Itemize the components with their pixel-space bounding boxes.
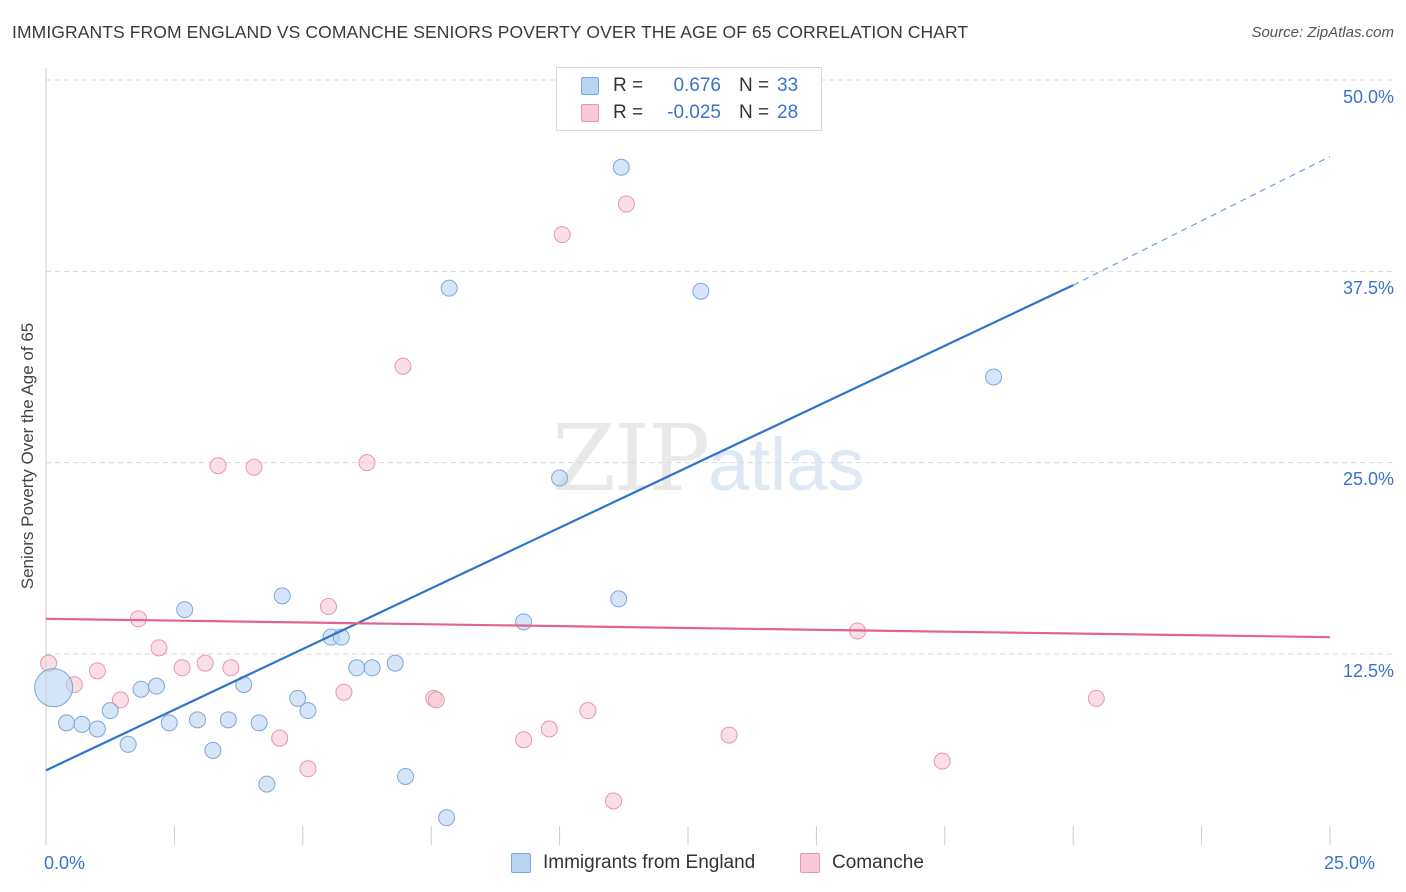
comanche-point bbox=[129, 610, 147, 628]
comanche-point bbox=[150, 639, 168, 657]
england-point bbox=[176, 601, 194, 619]
legend-row-england: R = 0.676 N = 33 bbox=[581, 75, 798, 97]
comanche-point bbox=[579, 702, 597, 720]
legend-r-label: R = bbox=[613, 102, 644, 123]
comanche-point bbox=[605, 792, 623, 810]
legend-swatch-comanche bbox=[581, 104, 599, 122]
legend-swatch-england bbox=[511, 853, 531, 873]
england-point bbox=[273, 587, 291, 605]
england-point bbox=[58, 714, 76, 732]
england-point bbox=[515, 613, 533, 631]
england-point bbox=[160, 714, 178, 732]
england-point bbox=[119, 735, 137, 753]
comanche-point bbox=[173, 659, 191, 677]
y-tick-label: 37.5% bbox=[1342, 278, 1394, 298]
legend-label-england: Immigrants from England bbox=[543, 852, 756, 873]
comanche-trend-line bbox=[45, 617, 1331, 639]
comanche-point bbox=[1087, 689, 1105, 707]
comanche-point bbox=[617, 195, 635, 213]
comanche-point bbox=[88, 662, 106, 680]
comanche-point bbox=[222, 659, 240, 677]
england-point bbox=[147, 677, 165, 695]
stats-legend: R = 0.676 N = 33 R = -0.025 N = 28 bbox=[556, 67, 822, 131]
y-tick-label: 12.5% bbox=[1342, 661, 1394, 681]
comanche-point bbox=[209, 457, 227, 475]
comanche-point bbox=[299, 760, 317, 778]
legend-r-value: -0.025 bbox=[667, 102, 721, 123]
england-point bbox=[612, 158, 630, 176]
comanche-point bbox=[111, 691, 129, 709]
england-point bbox=[363, 659, 381, 677]
comanche-point bbox=[933, 752, 951, 770]
england-point bbox=[610, 590, 628, 608]
england-point bbox=[985, 368, 1003, 386]
england-point bbox=[289, 689, 307, 707]
england-point bbox=[250, 714, 268, 732]
bottom-legend-comanche: Comanche bbox=[800, 852, 924, 874]
england-point bbox=[348, 659, 366, 677]
england-point bbox=[101, 702, 119, 720]
comanche-point bbox=[319, 598, 337, 616]
england-point bbox=[258, 775, 276, 793]
x-tick-label: 0.0% bbox=[44, 853, 86, 873]
comanche-point bbox=[515, 731, 533, 749]
legend-label-comanche: Comanche bbox=[832, 852, 924, 873]
legend-n-value: 33 bbox=[777, 75, 799, 96]
england-point bbox=[34, 668, 74, 708]
comanche-point bbox=[540, 720, 558, 738]
source-note: Source: ZipAtlas.com bbox=[1251, 24, 1394, 41]
england-point bbox=[551, 469, 569, 487]
england-point bbox=[299, 702, 317, 720]
england-point bbox=[132, 680, 150, 698]
england-trend-line bbox=[45, 284, 1074, 772]
chart-title: IMMIGRANTS FROM ENGLAND VS COMANCHE SENI… bbox=[12, 22, 969, 42]
comanche-point bbox=[358, 454, 376, 472]
england-point bbox=[397, 767, 415, 785]
comanche-point bbox=[271, 729, 289, 747]
england-point bbox=[692, 282, 710, 300]
england-point bbox=[204, 741, 222, 759]
england-point bbox=[73, 715, 91, 733]
england-point bbox=[440, 279, 458, 297]
comanche-point bbox=[427, 691, 445, 709]
comanche-point bbox=[245, 458, 263, 476]
england-point bbox=[386, 654, 404, 672]
comanche-point bbox=[394, 357, 412, 375]
legend-swatch-england bbox=[581, 77, 599, 95]
england-trend-extension bbox=[1072, 155, 1331, 286]
legend-row-comanche: R = -0.025 N = 28 bbox=[581, 102, 798, 124]
legend-r-label: R = bbox=[613, 75, 644, 96]
comanche-point bbox=[720, 726, 738, 744]
legend-r-value: 0.676 bbox=[673, 75, 721, 96]
comanche-point bbox=[553, 226, 571, 244]
legend-n-value: 28 bbox=[777, 102, 799, 123]
england-point bbox=[189, 711, 207, 729]
comanche-point bbox=[196, 654, 214, 672]
x-tick-label: 25.0% bbox=[1324, 853, 1376, 873]
y-tick-label: 50.0% bbox=[1342, 87, 1394, 107]
comanche-point bbox=[335, 683, 353, 701]
england-point bbox=[88, 720, 106, 738]
england-point bbox=[219, 711, 237, 729]
england-point bbox=[438, 809, 456, 827]
legend-n-label: N = bbox=[739, 75, 770, 96]
watermark-atlas: atlas bbox=[708, 423, 865, 506]
legend-swatch-comanche bbox=[800, 853, 820, 873]
bottom-legend-england: Immigrants from England bbox=[511, 852, 755, 874]
legend-n-label: N = bbox=[739, 102, 770, 123]
y-tick-label: 25.0% bbox=[1342, 469, 1394, 489]
